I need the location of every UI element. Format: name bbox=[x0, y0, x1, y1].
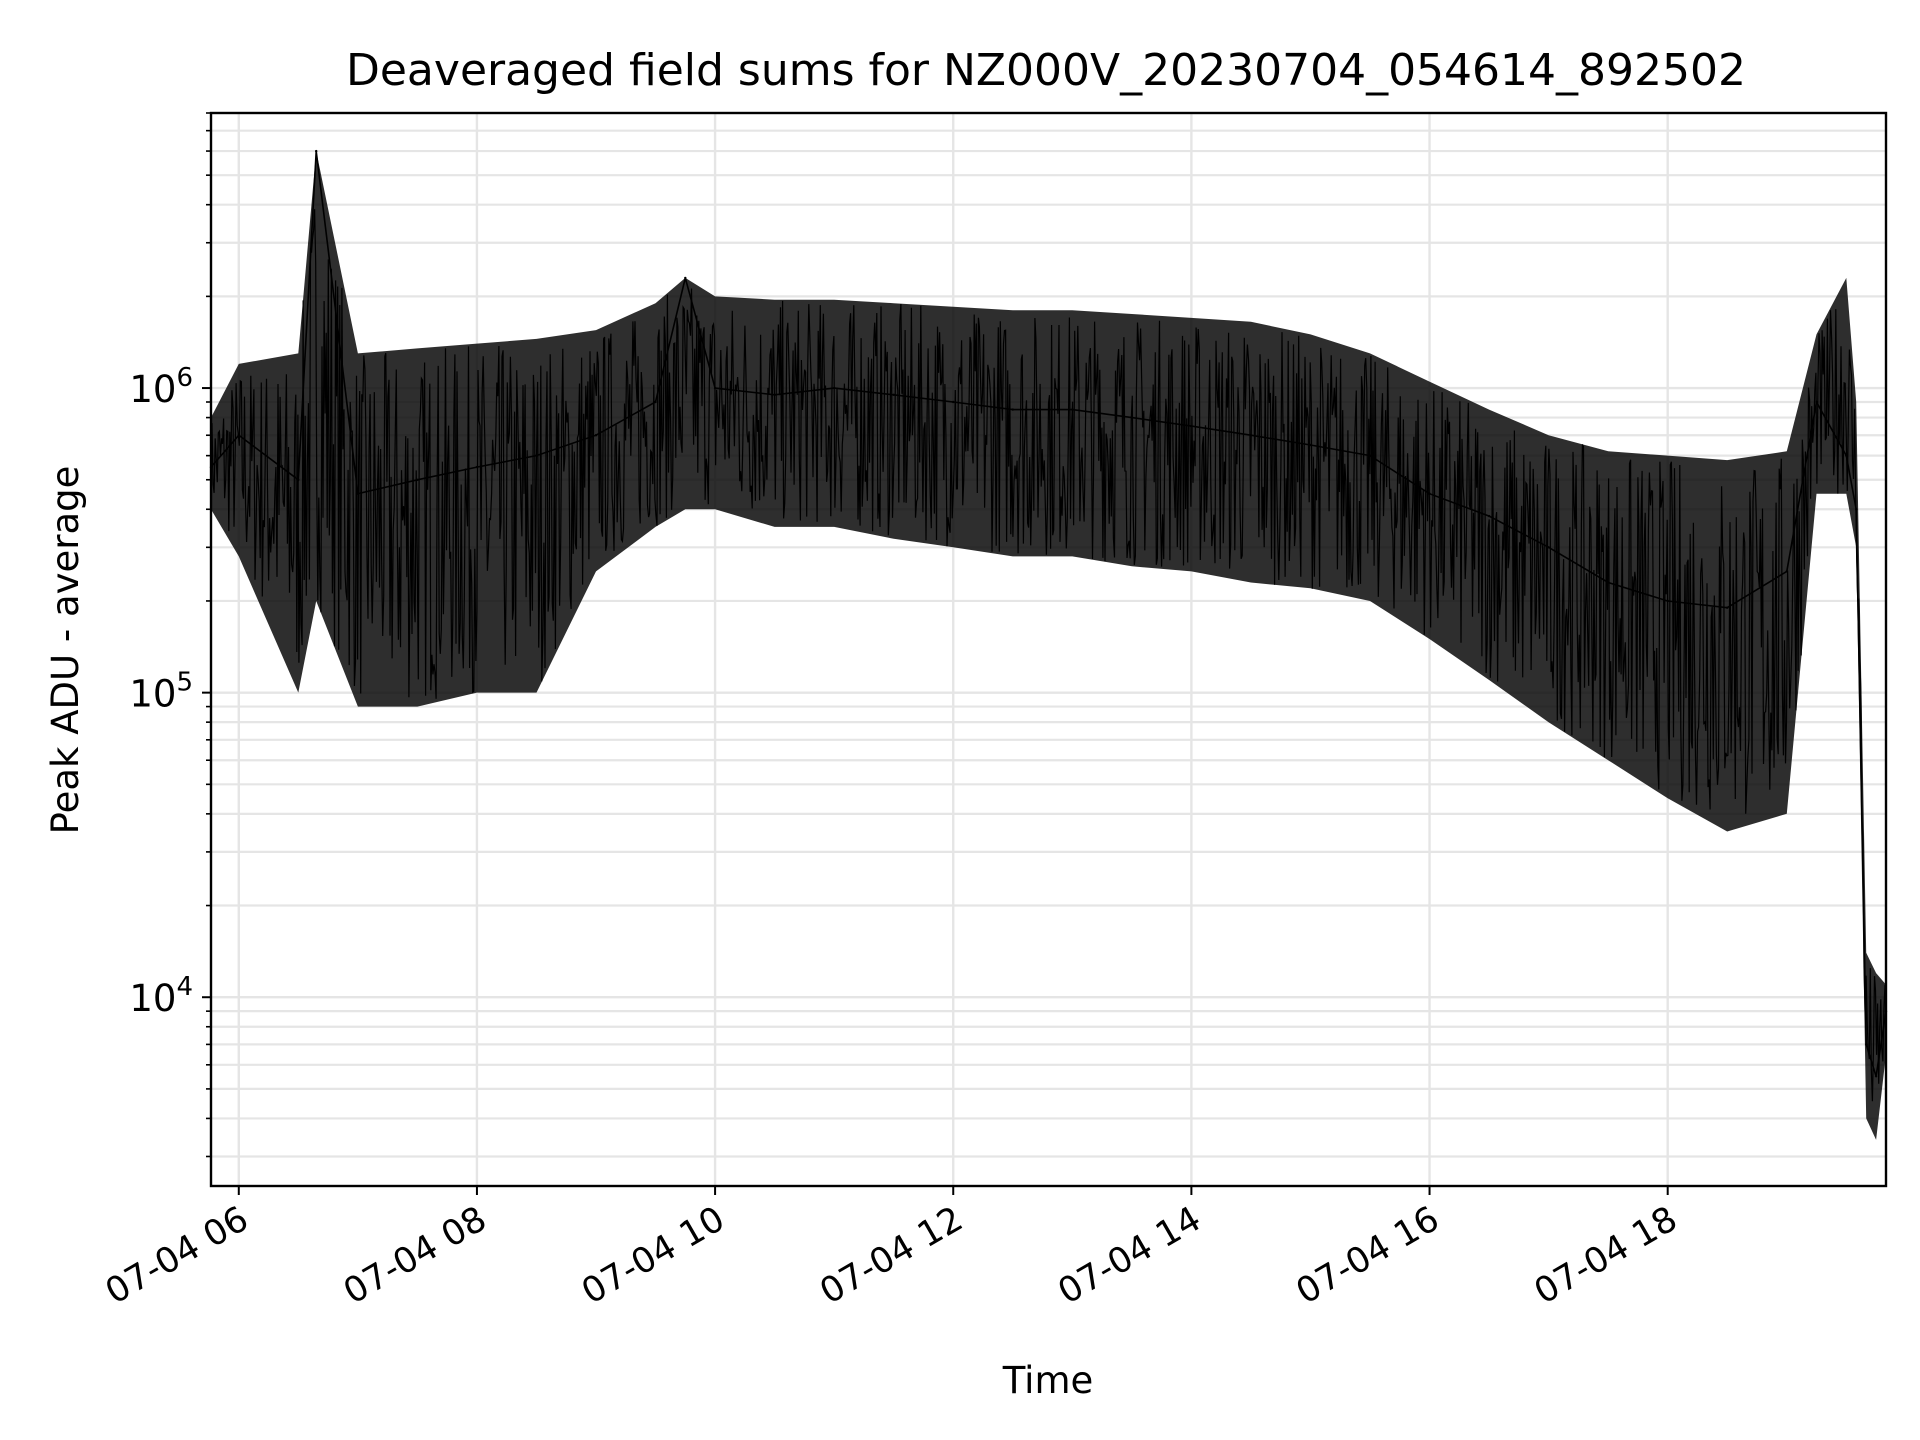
data-point bbox=[1190, 424, 1193, 428]
data-point bbox=[892, 393, 895, 396]
x-tick-label: 07-04 18 bbox=[1528, 1199, 1684, 1312]
data-point bbox=[1368, 454, 1372, 457]
data-point bbox=[1815, 400, 1818, 404]
data-point bbox=[1785, 570, 1789, 573]
data-point bbox=[1855, 508, 1858, 511]
data-point bbox=[1547, 546, 1550, 549]
data-point bbox=[1865, 1043, 1868, 1046]
data-point bbox=[713, 386, 717, 390]
data-point bbox=[535, 454, 538, 457]
y-axis-label: Peak ADU - average bbox=[44, 466, 87, 835]
data-point bbox=[416, 478, 419, 481]
plot-frame bbox=[209, 111, 1888, 1188]
data-point bbox=[1011, 408, 1014, 411]
data-point bbox=[1487, 514, 1491, 518]
y-axis: 104 105 106 bbox=[129, 112, 211, 1158]
data-point bbox=[952, 400, 955, 404]
data-point bbox=[684, 276, 687, 280]
data-point bbox=[1607, 581, 1610, 584]
data-point bbox=[1130, 416, 1134, 419]
data-point bbox=[475, 465, 479, 469]
data-point bbox=[1726, 606, 1729, 609]
data-point bbox=[1874, 1075, 1878, 1078]
x-tick-label: 07-04 12 bbox=[813, 1199, 969, 1312]
x-tick-label: 07-04 06 bbox=[99, 1199, 255, 1312]
data-point bbox=[1249, 434, 1253, 437]
x-tick-label: 07-04 16 bbox=[1290, 1199, 1446, 1312]
data-point bbox=[1071, 408, 1074, 411]
x-axis: 07-04 06 07-04 08 07-04 10 07-04 12 07-04 14… bbox=[99, 1186, 1684, 1312]
y-tick-label: 105 bbox=[129, 668, 193, 716]
series-line bbox=[210, 151, 1887, 1077]
y-tick-label: 104 bbox=[129, 972, 193, 1020]
x-tick-label: 07-04 14 bbox=[1052, 1199, 1208, 1312]
x-tick-label: 07-04 08 bbox=[337, 1199, 493, 1312]
data-point bbox=[773, 393, 776, 396]
series-line-layer bbox=[209, 149, 1888, 1102]
y-tick-label: 106 bbox=[129, 363, 193, 411]
data-point bbox=[297, 478, 300, 481]
x-tick-label: 07-04 10 bbox=[575, 1199, 731, 1312]
data-point bbox=[356, 492, 360, 495]
data-point bbox=[315, 149, 318, 153]
chart-title: Deaveraged field sums for NZ000V_2023070… bbox=[346, 45, 1746, 96]
x-axis-label: Time bbox=[1002, 1359, 1094, 1402]
series-noise-trace bbox=[210, 209, 1887, 1102]
data-point bbox=[833, 386, 836, 390]
data-point bbox=[1666, 599, 1669, 603]
data-point bbox=[237, 434, 240, 437]
data-point bbox=[1309, 443, 1312, 447]
data-point bbox=[1845, 454, 1848, 457]
data-point bbox=[594, 434, 598, 437]
data-point bbox=[654, 400, 657, 404]
data-point bbox=[1428, 492, 1431, 495]
